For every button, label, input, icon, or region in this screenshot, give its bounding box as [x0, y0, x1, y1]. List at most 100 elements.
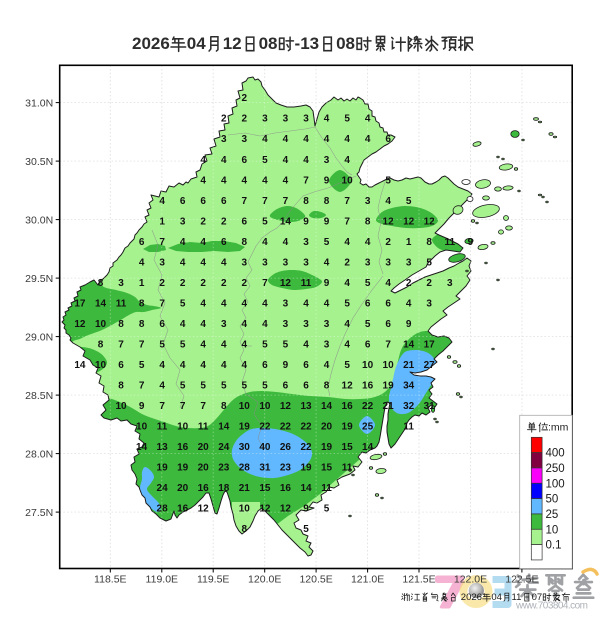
svg-text:4: 4	[200, 319, 206, 330]
svg-text:4: 4	[262, 175, 268, 186]
svg-text:3: 3	[303, 319, 309, 330]
svg-text:17: 17	[74, 298, 86, 309]
svg-text:19: 19	[157, 463, 169, 474]
svg-text:20: 20	[198, 463, 210, 474]
svg-text:9: 9	[324, 175, 330, 186]
svg-text:3: 3	[303, 237, 309, 248]
svg-text:250: 250	[546, 463, 565, 475]
svg-text:12: 12	[259, 504, 271, 515]
svg-text:19: 19	[321, 442, 333, 453]
svg-text:21: 21	[239, 483, 251, 494]
svg-text:11: 11	[403, 422, 414, 433]
svg-text:13: 13	[300, 401, 312, 412]
svg-text:19: 19	[300, 463, 312, 474]
svg-text:14: 14	[280, 216, 292, 227]
svg-text:7: 7	[344, 196, 350, 207]
svg-text:9: 9	[283, 360, 289, 371]
svg-text:12: 12	[223, 34, 242, 53]
svg-text:7: 7	[139, 381, 145, 392]
svg-text:14: 14	[321, 401, 333, 412]
svg-text:9: 9	[303, 216, 309, 227]
svg-text:4: 4	[200, 257, 206, 268]
svg-text:12: 12	[424, 216, 436, 227]
svg-text:10: 10	[259, 401, 271, 412]
svg-text:3: 3	[447, 278, 453, 289]
svg-text:11: 11	[198, 422, 209, 433]
svg-text:5: 5	[283, 339, 289, 350]
svg-text:30.5N: 30.5N	[25, 156, 53, 168]
svg-text:31: 31	[259, 463, 271, 474]
svg-text:25: 25	[546, 509, 559, 521]
svg-text:2: 2	[200, 278, 206, 289]
svg-text:2: 2	[406, 278, 412, 289]
svg-text:1: 1	[406, 237, 412, 248]
svg-text:5: 5	[180, 339, 186, 350]
svg-text:4: 4	[406, 298, 412, 309]
svg-text:2: 2	[385, 237, 391, 248]
svg-text:4: 4	[303, 298, 309, 309]
svg-text:15: 15	[342, 442, 354, 453]
svg-text:12: 12	[280, 504, 292, 515]
svg-text:3: 3	[118, 278, 124, 289]
svg-text:19: 19	[342, 422, 354, 433]
svg-text:25: 25	[362, 422, 374, 433]
svg-text:3: 3	[385, 257, 391, 268]
svg-text:10: 10	[239, 504, 251, 515]
svg-text:23: 23	[218, 463, 230, 474]
svg-text:14: 14	[403, 339, 415, 350]
svg-text:3: 3	[262, 257, 268, 268]
svg-text:5: 5	[262, 216, 268, 227]
svg-text:3: 3	[159, 257, 165, 268]
svg-text:4: 4	[139, 257, 145, 268]
svg-text:14: 14	[95, 298, 107, 309]
svg-text:7: 7	[118, 339, 124, 350]
svg-text:22: 22	[280, 422, 292, 433]
svg-text:0.1: 0.1	[546, 540, 562, 552]
svg-text:5: 5	[324, 237, 330, 248]
svg-text:2026: 2026	[461, 592, 482, 603]
svg-text:11: 11	[342, 463, 353, 474]
svg-text:27.5N: 27.5N	[25, 507, 53, 519]
svg-text:11: 11	[301, 278, 312, 289]
svg-text:2: 2	[344, 257, 350, 268]
svg-text:3: 3	[283, 114, 289, 125]
svg-text:5: 5	[365, 278, 371, 289]
svg-text:www.703804.com: www.703804.com	[515, 601, 588, 612]
svg-text:7: 7	[159, 401, 165, 412]
svg-text:4: 4	[200, 175, 206, 186]
svg-text:12: 12	[198, 504, 210, 515]
svg-text:16: 16	[342, 401, 354, 412]
svg-text:50: 50	[546, 494, 559, 506]
svg-text:2: 2	[242, 278, 248, 289]
svg-text:6: 6	[180, 196, 186, 207]
svg-text:13: 13	[157, 442, 169, 453]
svg-text:14: 14	[300, 483, 312, 494]
svg-text:10: 10	[95, 319, 107, 330]
svg-text:11: 11	[321, 483, 332, 494]
svg-text:4: 4	[221, 175, 227, 186]
svg-text:121.0E: 121.0E	[351, 574, 384, 586]
svg-text:3: 3	[242, 257, 248, 268]
svg-text:10: 10	[342, 175, 354, 186]
svg-text:6: 6	[221, 237, 227, 248]
svg-text:5: 5	[406, 196, 412, 207]
svg-text:22: 22	[362, 401, 374, 412]
svg-text:2026: 2026	[132, 34, 170, 53]
svg-text:3: 3	[303, 257, 309, 268]
svg-text:14: 14	[74, 360, 86, 371]
svg-text:4: 4	[221, 339, 227, 350]
svg-text:3: 3	[365, 196, 371, 207]
svg-text:30: 30	[239, 442, 251, 453]
svg-text:10: 10	[177, 422, 189, 433]
svg-text:121.5E: 121.5E	[402, 574, 435, 586]
svg-text:4: 4	[221, 360, 227, 371]
svg-text:6: 6	[159, 319, 165, 330]
svg-text:8: 8	[242, 237, 248, 248]
svg-text:5: 5	[139, 360, 145, 371]
svg-text:7: 7	[159, 298, 165, 309]
svg-text:31.0N: 31.0N	[25, 97, 53, 109]
svg-text:3: 3	[303, 114, 309, 125]
svg-text:24: 24	[157, 483, 169, 494]
svg-text:12: 12	[403, 216, 415, 227]
svg-text:4: 4	[200, 339, 206, 350]
